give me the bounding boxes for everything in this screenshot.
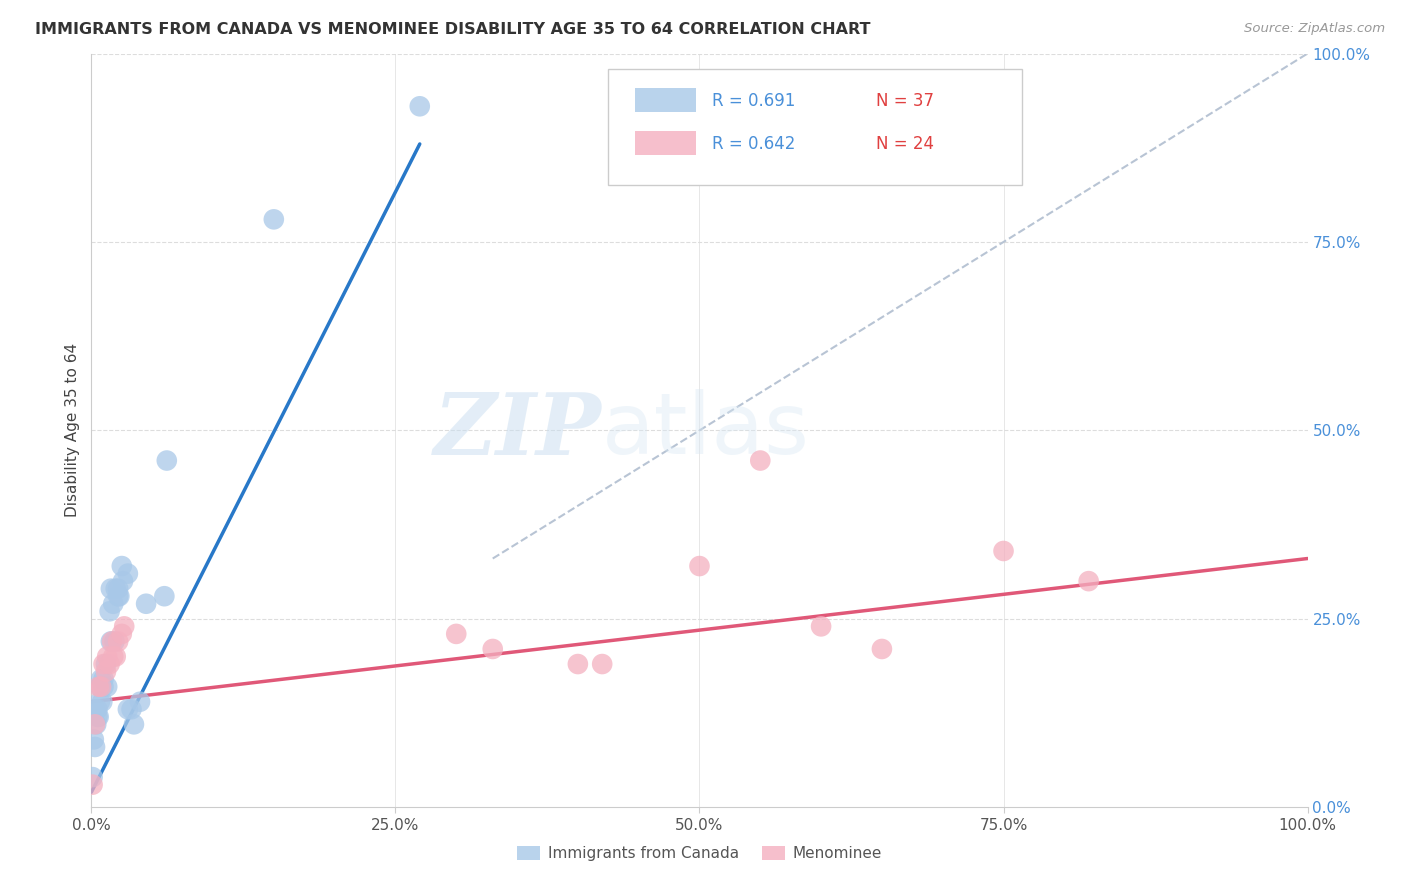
Point — [89, 680, 111, 694]
Bar — [636, 88, 696, 112]
Point — [567, 657, 589, 671]
Point — [108, 589, 131, 603]
Y-axis label: Disability Age 35 to 64: Disability Age 35 to 64 — [65, 343, 80, 517]
Point — [103, 634, 125, 648]
Text: Source: ZipAtlas.com: Source: ZipAtlas.com — [1244, 22, 1385, 36]
Point — [263, 212, 285, 227]
Point — [98, 604, 121, 618]
Point — [84, 702, 107, 716]
Point — [93, 672, 115, 686]
Text: R = 0.691: R = 0.691 — [711, 92, 794, 110]
Point — [135, 597, 157, 611]
Point — [87, 680, 110, 694]
Point — [96, 649, 118, 664]
Point — [94, 665, 117, 679]
Point — [121, 702, 143, 716]
Point — [100, 582, 122, 596]
Point — [481, 642, 503, 657]
Point — [91, 695, 114, 709]
Point — [153, 589, 176, 603]
Legend: Immigrants from Canada, Menominee: Immigrants from Canada, Menominee — [512, 840, 887, 867]
Point — [409, 99, 432, 113]
Point — [86, 710, 108, 724]
Point — [96, 680, 118, 694]
Point — [84, 717, 107, 731]
Point — [100, 634, 122, 648]
Point — [129, 695, 152, 709]
Point — [810, 619, 832, 633]
Point — [117, 566, 139, 581]
Text: atlas: atlas — [602, 389, 810, 472]
Point — [90, 672, 112, 686]
Point — [82, 778, 104, 792]
Point — [90, 680, 112, 694]
Point — [993, 544, 1015, 558]
Point — [117, 702, 139, 716]
FancyBboxPatch shape — [609, 69, 1022, 186]
Point — [111, 559, 134, 574]
Point — [444, 627, 467, 641]
Point — [103, 649, 125, 664]
Point — [82, 770, 104, 784]
Text: R = 0.642: R = 0.642 — [711, 135, 794, 153]
Point — [89, 695, 111, 709]
Point — [112, 619, 135, 633]
Text: N = 24: N = 24 — [876, 135, 934, 153]
Point — [93, 680, 115, 694]
Point — [103, 597, 125, 611]
Point — [84, 739, 107, 754]
Text: ZIP: ZIP — [434, 389, 602, 472]
Bar — [636, 131, 696, 155]
Point — [688, 559, 710, 574]
Point — [86, 702, 108, 716]
Point — [94, 657, 117, 671]
Point — [111, 627, 134, 641]
Point — [591, 657, 613, 671]
Point — [107, 634, 129, 648]
Point — [107, 582, 129, 596]
Point — [87, 710, 110, 724]
Point — [104, 582, 127, 596]
Point — [870, 642, 893, 657]
Point — [107, 589, 129, 603]
Point — [122, 717, 145, 731]
Point — [104, 649, 127, 664]
Point — [101, 634, 124, 648]
Point — [83, 732, 105, 747]
Point — [1077, 574, 1099, 589]
Point — [98, 657, 121, 671]
Point — [111, 574, 134, 589]
Point — [84, 717, 107, 731]
Text: N = 37: N = 37 — [876, 92, 934, 110]
Point — [93, 657, 115, 671]
Point — [749, 453, 772, 467]
Text: IMMIGRANTS FROM CANADA VS MENOMINEE DISABILITY AGE 35 TO 64 CORRELATION CHART: IMMIGRANTS FROM CANADA VS MENOMINEE DISA… — [35, 22, 870, 37]
Point — [156, 453, 179, 467]
